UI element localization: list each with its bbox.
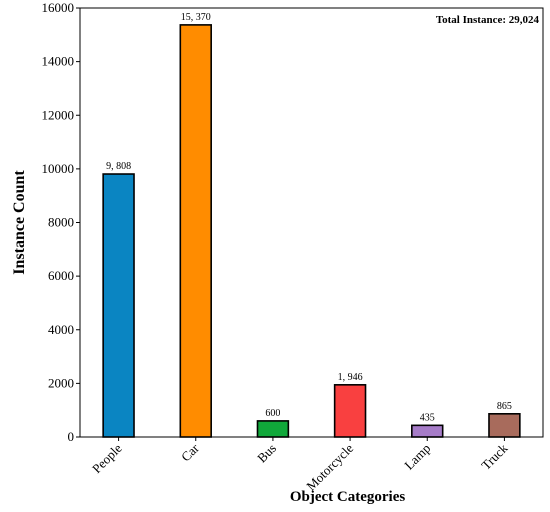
y-tick-label: 0 [68, 429, 75, 444]
y-tick-label: 14000 [42, 54, 75, 69]
data-label-lamp: 435 [420, 412, 435, 423]
x-tick-label-truck: Truck [478, 440, 511, 473]
bar-people [102, 173, 135, 438]
bar-truck [488, 413, 521, 438]
bar-car [179, 24, 212, 438]
data-label-car: 15, 370 [181, 12, 211, 23]
y-tick-label: 16000 [42, 0, 75, 15]
bar-bus [256, 420, 290, 438]
y-tick-label: 6000 [48, 268, 74, 283]
y-tick-label: 8000 [48, 215, 74, 230]
y-tick-label: 4000 [48, 322, 74, 337]
x-axis-ticks: People Car Bus Motorcycle Lamp Truck [89, 437, 511, 493]
x-tick-label-motorcycle: Motorcycle [303, 440, 356, 493]
y-tick-label: 12000 [42, 107, 75, 122]
data-label-motorcycle: 1, 946 [338, 372, 363, 383]
bar-motorcycle [333, 384, 367, 438]
total-instance-annotation: Total Instance: 29,024 [436, 14, 540, 26]
plot-frame [79, 7, 544, 438]
data-label-truck: 865 [497, 401, 512, 412]
bars: 9, 808 15, 370 600 1, 946 435 865 [102, 12, 521, 438]
x-tick-label-car: Car [178, 440, 202, 464]
y-tick-label: 10000 [42, 161, 75, 176]
x-tick-label-people: People [89, 440, 125, 476]
data-label-bus: 600 [265, 408, 280, 419]
x-tick-label-lamp: Lamp [401, 441, 433, 473]
x-tick-label-bus: Bus [254, 441, 279, 466]
y-axis-title: Instance Count [11, 170, 28, 275]
bar-lamp [411, 424, 444, 438]
x-axis-title: Object Categories [290, 489, 406, 505]
data-label-people: 9, 808 [106, 161, 131, 172]
y-axis-ticks: 0 2000 4000 6000 8000 10000 12000 14000 16000 [42, 0, 80, 444]
y-tick-label: 2000 [48, 375, 74, 390]
